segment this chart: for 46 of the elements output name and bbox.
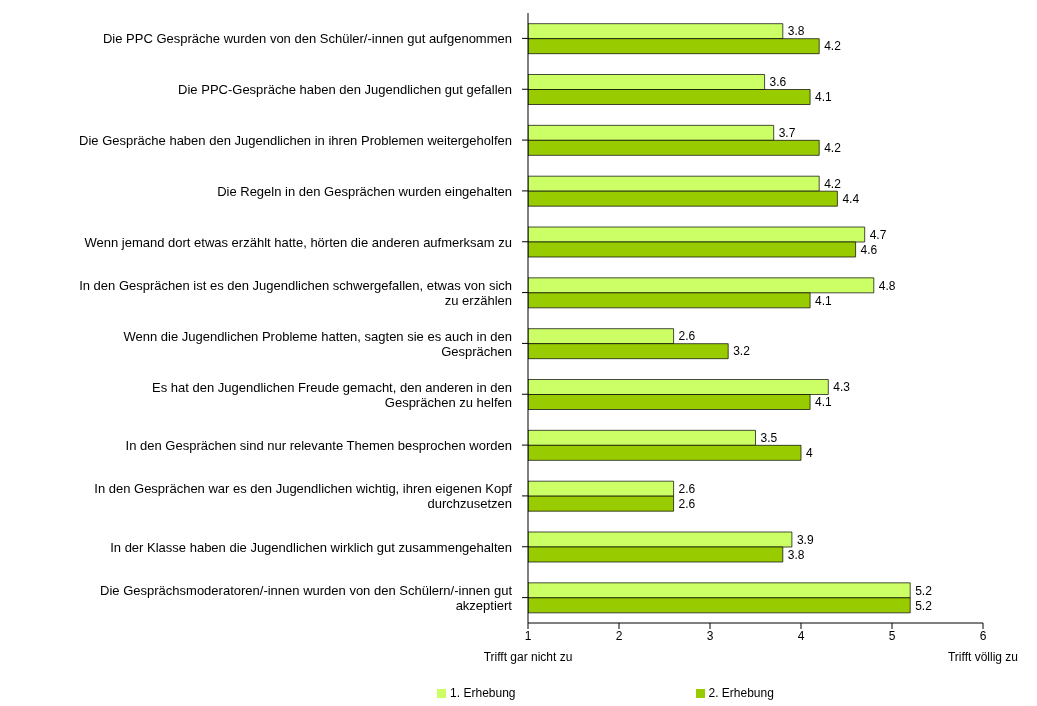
data-label: 2.6 xyxy=(678,329,696,344)
x-tick-label: 2 xyxy=(615,628,623,643)
legend-label: 1. Erhebung xyxy=(450,686,516,700)
x-tick-label: 3 xyxy=(706,628,714,643)
data-label: 3.8 xyxy=(787,547,805,562)
y-tick-label: In der Klasse haben die Jugendlichen wirklich gut zusammengehalten xyxy=(110,539,512,555)
data-label: 3.8 xyxy=(787,24,805,39)
y-tick-label: Die PPC Gespräche wurden von den Schüler/-innen gut aufgenommen xyxy=(102,30,512,46)
x-tick-label: 1 xyxy=(524,628,532,643)
y-tick-label: Die Gesprächsmoderatoren/-innen wurden von den Schülern/-innen gut akzeptiert xyxy=(100,582,513,613)
text: Trifft gar nicht zu xyxy=(483,650,573,664)
data-label: 4.7 xyxy=(869,227,887,242)
data-label: 3.7 xyxy=(778,126,796,141)
data-label: 5.2 xyxy=(915,598,933,613)
x-tick-label: 5 xyxy=(888,628,896,643)
data-label: 4.8 xyxy=(878,278,896,293)
data-label: 4.1 xyxy=(815,293,833,308)
data-label: 2.6 xyxy=(678,496,696,511)
legend-label: 2. Erhebung xyxy=(708,686,774,700)
y-tick-label: Es hat den Jugendlichen Freude gemacht, den anderen in den Gesprächen zu helfen xyxy=(152,379,512,410)
y-tick-label: Wenn die Jugendlichen Probleme hatten, sagten sie es auch in den Gesprächen xyxy=(123,328,512,359)
y-tick-label: Die Gespräche haben den Jugendlichen in ihren Problemen weitergeholfen xyxy=(79,132,512,148)
x-tick-label: 4 xyxy=(797,628,805,643)
y-tick-label: In den Gesprächen sind nur relevante Themen besprochen worden xyxy=(125,437,512,453)
data-label: 3.9 xyxy=(796,532,814,547)
data-label: 2.6 xyxy=(678,481,696,496)
data-label: 3.2 xyxy=(733,344,751,359)
text: Trifft völlig zu xyxy=(947,650,1019,664)
data-label: 4.6 xyxy=(860,242,878,257)
data-label: 4.2 xyxy=(824,39,842,54)
y-tick-label: Die PPC-Gespräche haben den Jugendlichen gut gefallen xyxy=(178,81,512,97)
y-tick-label: Wenn jemand dort etwas erzählt hatte, hörten die anderen aufmerksam zu xyxy=(84,234,512,250)
y-tick-label: In den Gesprächen ist es den Jugendlichen schwergefallen, etwas von sich zu erzählen xyxy=(79,277,512,308)
data-label: 4.2 xyxy=(824,141,842,156)
x-tick-label: 6 xyxy=(979,628,987,643)
y-tick-label: In den Gesprächen war es den Jugendlichen wichtig, ihren eigenen Kopf durchzusetzen xyxy=(94,480,513,511)
data-label: 3.5 xyxy=(760,431,778,446)
data-label: 4.4 xyxy=(842,191,860,206)
data-label: 4.1 xyxy=(815,90,833,105)
data-label: 4.2 xyxy=(824,176,842,191)
data-label: 5.2 xyxy=(915,583,933,598)
y-tick-label: Die Regeln in den Gesprächen wurden eingehalten xyxy=(217,183,512,199)
data-label: 3.6 xyxy=(769,75,787,90)
data-label: 4 xyxy=(806,446,813,461)
data-label: 4.1 xyxy=(815,395,833,410)
data-label: 4.3 xyxy=(833,380,851,395)
